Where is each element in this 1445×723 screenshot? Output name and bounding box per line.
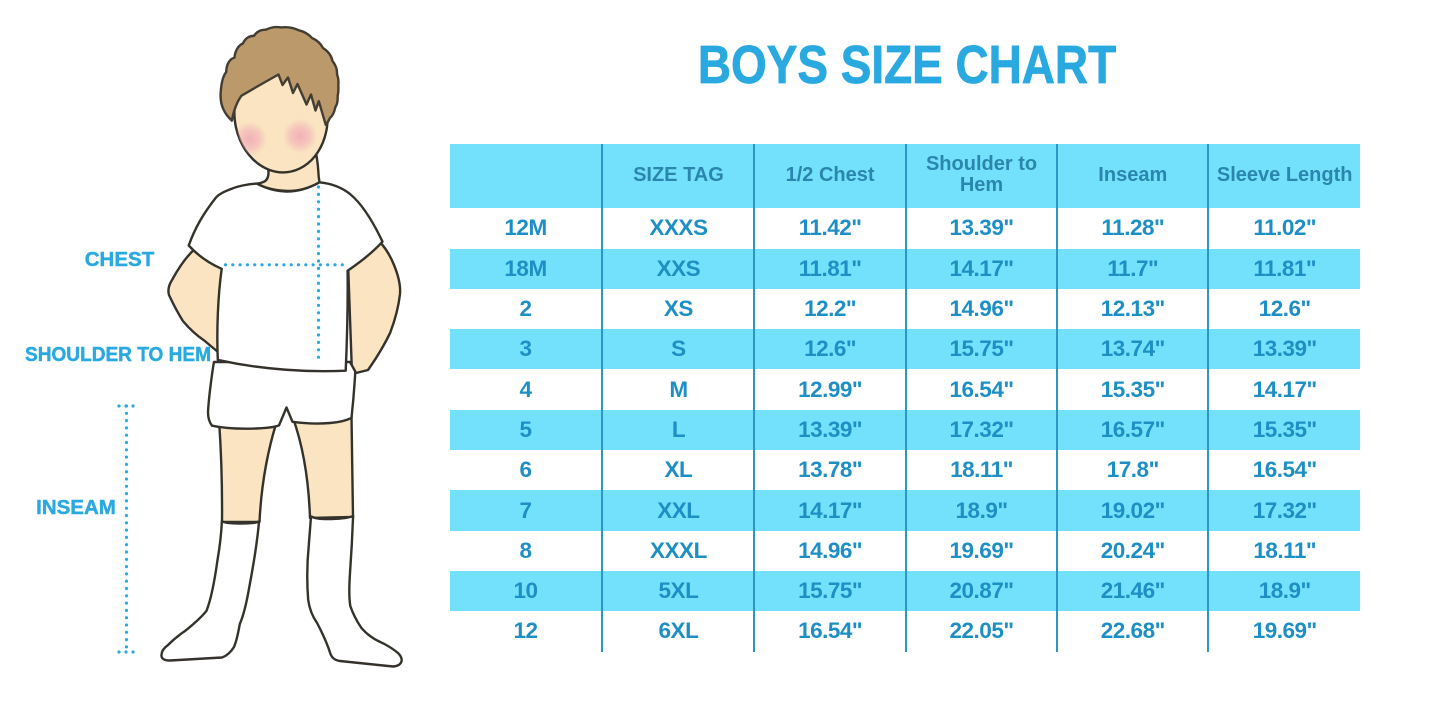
svg-text:INSEAM: INSEAM bbox=[36, 496, 116, 519]
svg-text:CHEST: CHEST bbox=[85, 248, 155, 271]
svg-text:SHOULDER TO HEM: SHOULDER TO HEM bbox=[25, 343, 211, 366]
